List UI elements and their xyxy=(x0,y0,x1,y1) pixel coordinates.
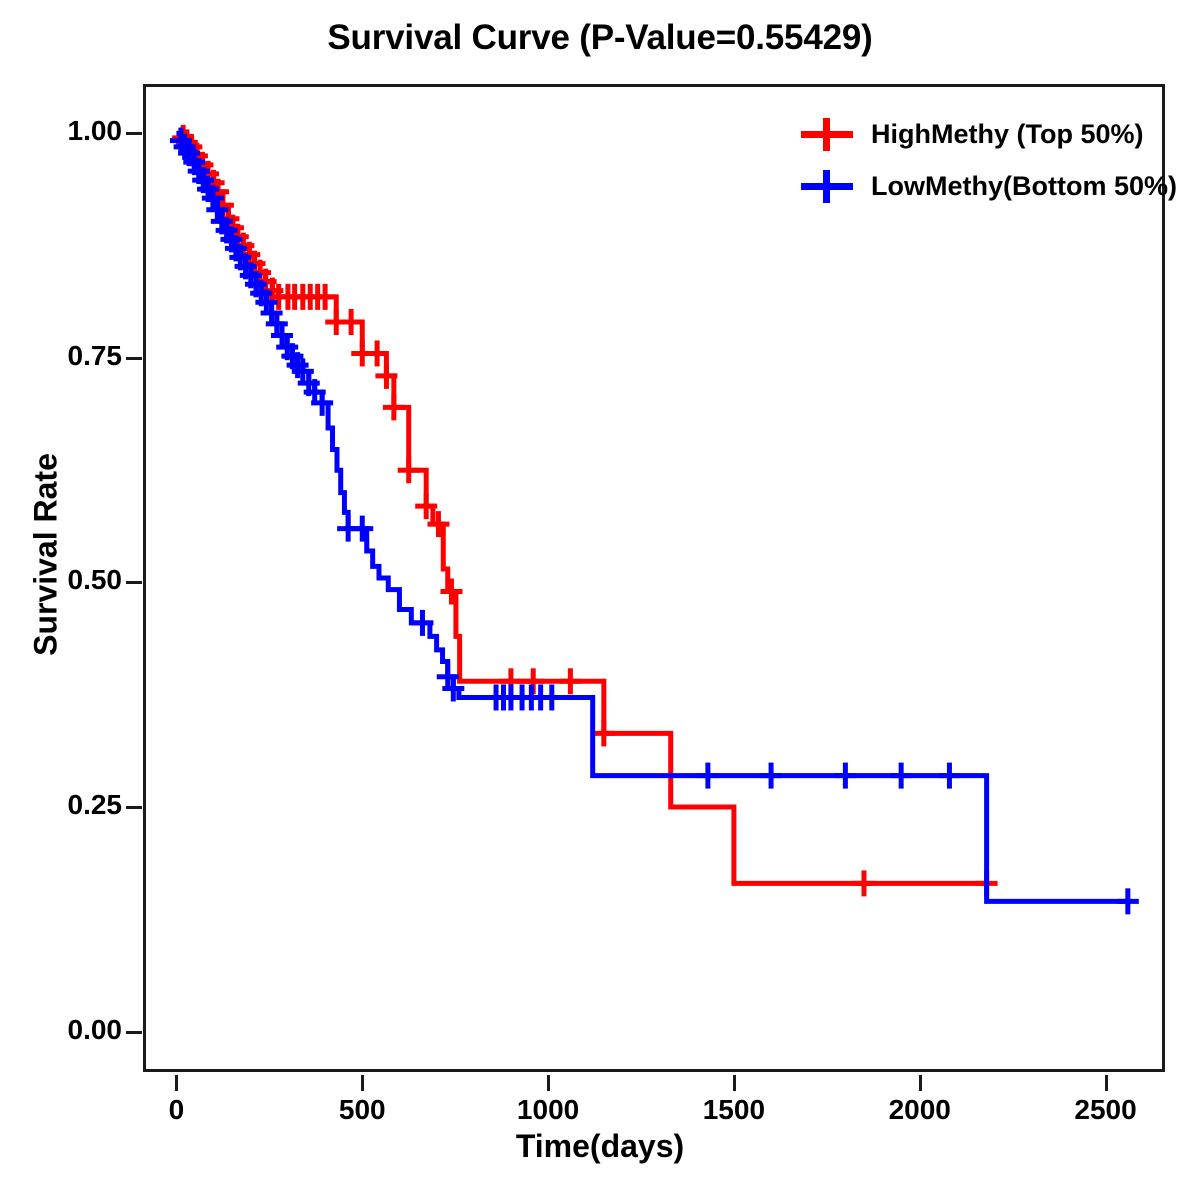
y-tick-label: 0.25 xyxy=(67,789,123,821)
x-tick-label: 2000 xyxy=(888,1094,951,1125)
x-tick-label: 500 xyxy=(338,1094,386,1125)
survival-curves-svg xyxy=(169,124,1139,915)
legend-label-highmethy: HighMethy (Top 50%) xyxy=(871,118,1144,149)
y-axis-label: Survival Rate xyxy=(27,453,64,656)
x-tick-mark xyxy=(918,1075,922,1091)
x-tick-mark xyxy=(732,1075,736,1091)
legend-label-lowmethy: LowMethy(Bottom 50%) xyxy=(871,170,1177,201)
legend-item-highmethy: HighMethy (Top 50%) xyxy=(795,108,1177,160)
page-title: Survival Curve (P-Value=0.55429) xyxy=(327,18,873,57)
y-tick-label: 1.00 xyxy=(67,115,123,147)
legend-item-lowmethy: LowMethy(Bottom 50%) xyxy=(795,160,1177,212)
y-tick-mark xyxy=(126,356,142,360)
x-tick-mark xyxy=(361,1075,365,1091)
y-tick-label: 0.75 xyxy=(67,339,123,371)
y-tick-label: 0.00 xyxy=(67,1013,123,1045)
plot-area xyxy=(143,84,1165,1072)
censor-marks-highmethy xyxy=(172,124,998,897)
plus-marker-icon xyxy=(795,166,859,206)
x-tick-mark xyxy=(547,1075,551,1091)
chart-legend: HighMethy (Top 50%) LowMethy(Bottom 50%) xyxy=(795,108,1177,212)
plus-marker-icon xyxy=(795,114,859,154)
censor-marks-lowmethy xyxy=(169,127,1139,915)
x-tick-label: 1000 xyxy=(516,1094,580,1125)
x-tick-mark xyxy=(175,1075,179,1091)
x-tick-label: 1500 xyxy=(702,1094,766,1125)
x-axis-label: Time(days) xyxy=(515,1128,685,1164)
y-tick-mark xyxy=(126,132,142,136)
y-tick-label: 0.50 xyxy=(67,564,123,596)
x-tick-label: 0 xyxy=(168,1094,185,1125)
x-tick-mark xyxy=(1104,1075,1108,1091)
x-tick-label: 2500 xyxy=(1074,1094,1137,1125)
y-tick-mark xyxy=(126,581,142,585)
survival-step-line-lowmethy xyxy=(176,130,1128,904)
y-tick-mark xyxy=(126,806,142,810)
y-tick-mark xyxy=(126,1030,142,1034)
survival-step-line-highmethy xyxy=(176,130,987,886)
